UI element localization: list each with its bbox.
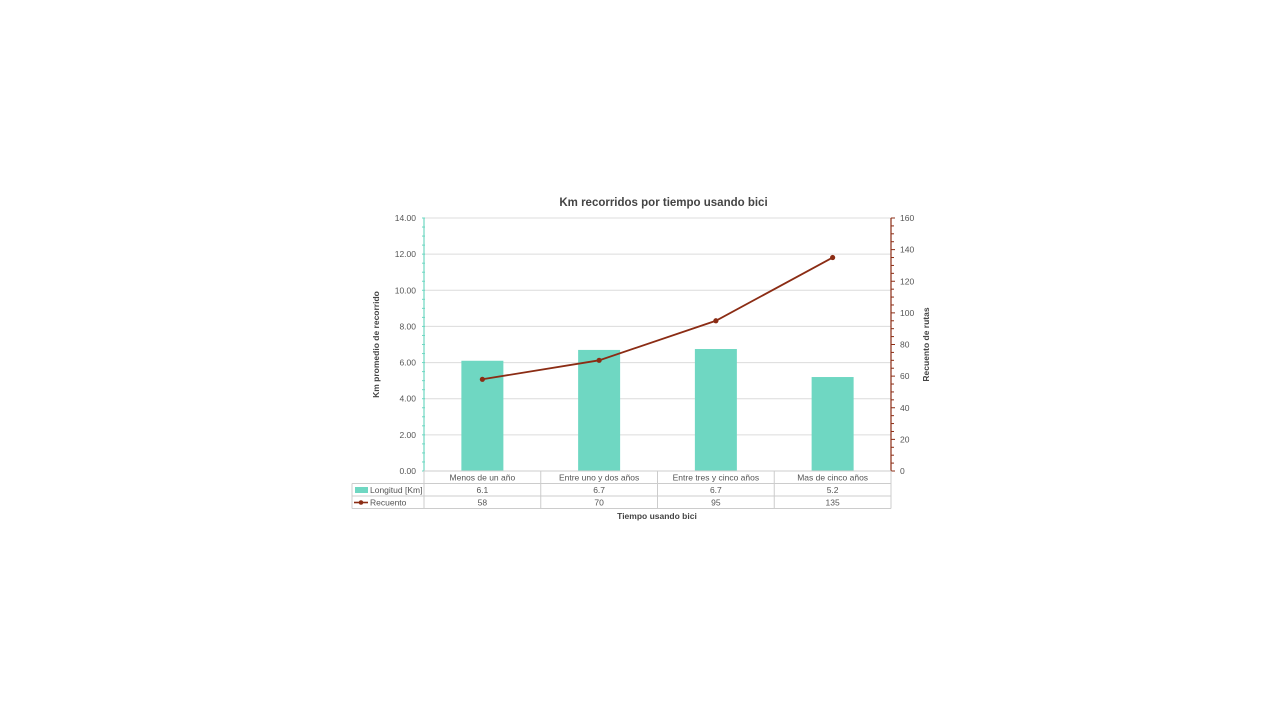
y2-tick-label: 120	[900, 276, 914, 286]
bar	[694, 349, 737, 471]
y-tick-label: 6.00	[399, 358, 416, 368]
legend-key-marker	[358, 500, 364, 505]
y2-tick-label: 140	[900, 245, 914, 255]
y2-tick-label: 100	[900, 308, 914, 318]
y2-axis-title: Recuento de rutas	[921, 307, 931, 381]
data-label: 95	[711, 498, 721, 508]
data-label: 6.7	[710, 485, 722, 495]
y2-tick-label: 0	[900, 466, 905, 476]
y-tick-label: 0.00	[399, 466, 416, 476]
data-label: 6.7	[593, 485, 605, 495]
y-tick-label: 8.00	[399, 321, 416, 331]
data-label: 58	[478, 498, 488, 508]
y-tick-label: 2.00	[399, 430, 416, 440]
legend-key-bar	[355, 487, 368, 493]
line-series-recuento	[482, 256, 834, 381]
y2-tick-label: 40	[900, 403, 910, 413]
data-label: 5.2	[827, 485, 839, 495]
y2-tick-label: 20	[900, 434, 910, 444]
y2-tick-label: 60	[900, 371, 910, 381]
legend-label: Recuento	[370, 498, 407, 508]
data-label: 135	[826, 498, 840, 508]
line-point	[479, 376, 485, 382]
bar	[578, 349, 621, 471]
y-axis-title: Km promedio de recorrido	[371, 291, 381, 398]
x-tick-label: Entre uno y dos años	[559, 473, 639, 483]
data-label: 6.1	[476, 485, 488, 495]
line-point	[830, 254, 836, 261]
x-tick-label: Entre tres y cinco años	[673, 473, 759, 483]
bar	[811, 377, 854, 471]
y-tick-label: 4.00	[399, 394, 416, 404]
y-tick-label: 10.00	[395, 285, 417, 295]
chart-title: Km recorridos por tiempo usando bici	[559, 197, 767, 209]
y2-tick-label: 160	[900, 213, 914, 223]
x-tick-label: Mas de cinco años	[797, 473, 868, 483]
line-point	[596, 357, 602, 363]
y2-tick-label: 80	[900, 340, 910, 350]
y-tick-label: 14.00	[395, 213, 417, 223]
x-axis-title: Tiempo usando bici	[617, 511, 697, 521]
x-tick-label: Menos de un año	[450, 473, 516, 483]
y-tick-label: 12.00	[395, 249, 417, 259]
legend-label: Longitud [Km]	[370, 485, 422, 495]
line-point	[713, 318, 719, 324]
data-label: 70	[594, 498, 604, 508]
